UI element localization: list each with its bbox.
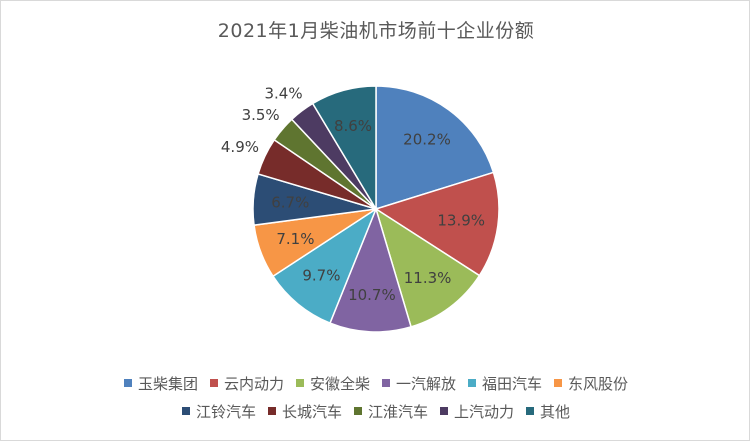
legend-swatch (526, 407, 535, 415)
legend-label: 云内动力 (223, 374, 284, 393)
legend-swatch (181, 407, 190, 415)
legend-swatch (468, 379, 477, 387)
slice-data-label: 10.7% (348, 286, 396, 304)
slice-data-label: 13.9% (437, 212, 485, 230)
legend-swatch (295, 379, 304, 387)
legend-item: 长城汽车 (267, 401, 342, 422)
legend-swatch (209, 379, 218, 387)
legend-item: 玉柴集团 (123, 373, 198, 394)
legend-label: 江淮汽车 (367, 402, 428, 421)
legend-label: 安徽全柴 (309, 374, 370, 393)
slice-data-label: 7.1% (276, 230, 314, 248)
legend-label: 其他 (540, 402, 571, 421)
legend-item: 其他 (526, 401, 570, 422)
legend-item: 江淮汽车 (353, 401, 428, 422)
slice-data-label: 3.5% (242, 106, 280, 124)
legend-label: 福田汽车 (482, 374, 543, 393)
legend-row: 玉柴集团 云内动力 安徽全柴 一汽解放 福田汽车 东风股份 (1, 369, 750, 397)
legend-swatch (267, 407, 276, 415)
legend-label: 江铃汽车 (195, 402, 256, 421)
pie-slice (271, 207, 378, 325)
legend-swatch (382, 379, 390, 387)
slice-data-label: 6.7% (271, 193, 309, 211)
legend-item: 一汽解放 (382, 373, 456, 394)
slice-data-label: 4.9% (221, 138, 259, 156)
legend-row: 江铃汽车 长城汽车 江淮汽车 上汽动力 其他 (1, 397, 750, 425)
slice-data-label: 9.7% (302, 266, 340, 284)
legend-swatch (123, 379, 132, 387)
legend-swatch (440, 407, 448, 415)
legend-label: 玉柴集团 (137, 374, 198, 393)
pie-slice (374, 171, 500, 277)
chart-title: 2021年1月柴油机市场前十企业份额 (217, 20, 535, 42)
legend-swatch (554, 379, 563, 387)
legend-item: 安徽全柴 (295, 373, 370, 394)
legend-label: 一汽解放 (396, 374, 457, 393)
legend-item: 福田汽车 (468, 373, 542, 394)
slice-data-label: 8.6% (334, 117, 372, 135)
legend-item: 东风股份 (554, 373, 628, 394)
legend-label: 长城汽车 (281, 402, 342, 421)
legend-item: 上汽动力 (440, 401, 514, 422)
pie-slice (311, 85, 377, 212)
slice-data-label: 11.3% (404, 269, 452, 287)
legend-label: 东风股份 (568, 374, 629, 393)
legend-item: 云内动力 (209, 373, 284, 394)
pie-slice (374, 207, 481, 328)
pie-slice (329, 206, 412, 333)
legend-label: 上汽动力 (454, 402, 515, 421)
legend-swatch (353, 407, 362, 415)
slice-data-label: 3.4% (264, 84, 302, 102)
slice-data-label: 20.2% (403, 131, 451, 149)
legend-item: 江铃汽车 (181, 401, 256, 422)
pie-slice (375, 85, 495, 211)
legend: 玉柴集团 云内动力 安徽全柴 一汽解放 福田汽车 东风股份 江铃汽车 长城汽车 江淮汽车 上汽动… (1, 369, 750, 425)
